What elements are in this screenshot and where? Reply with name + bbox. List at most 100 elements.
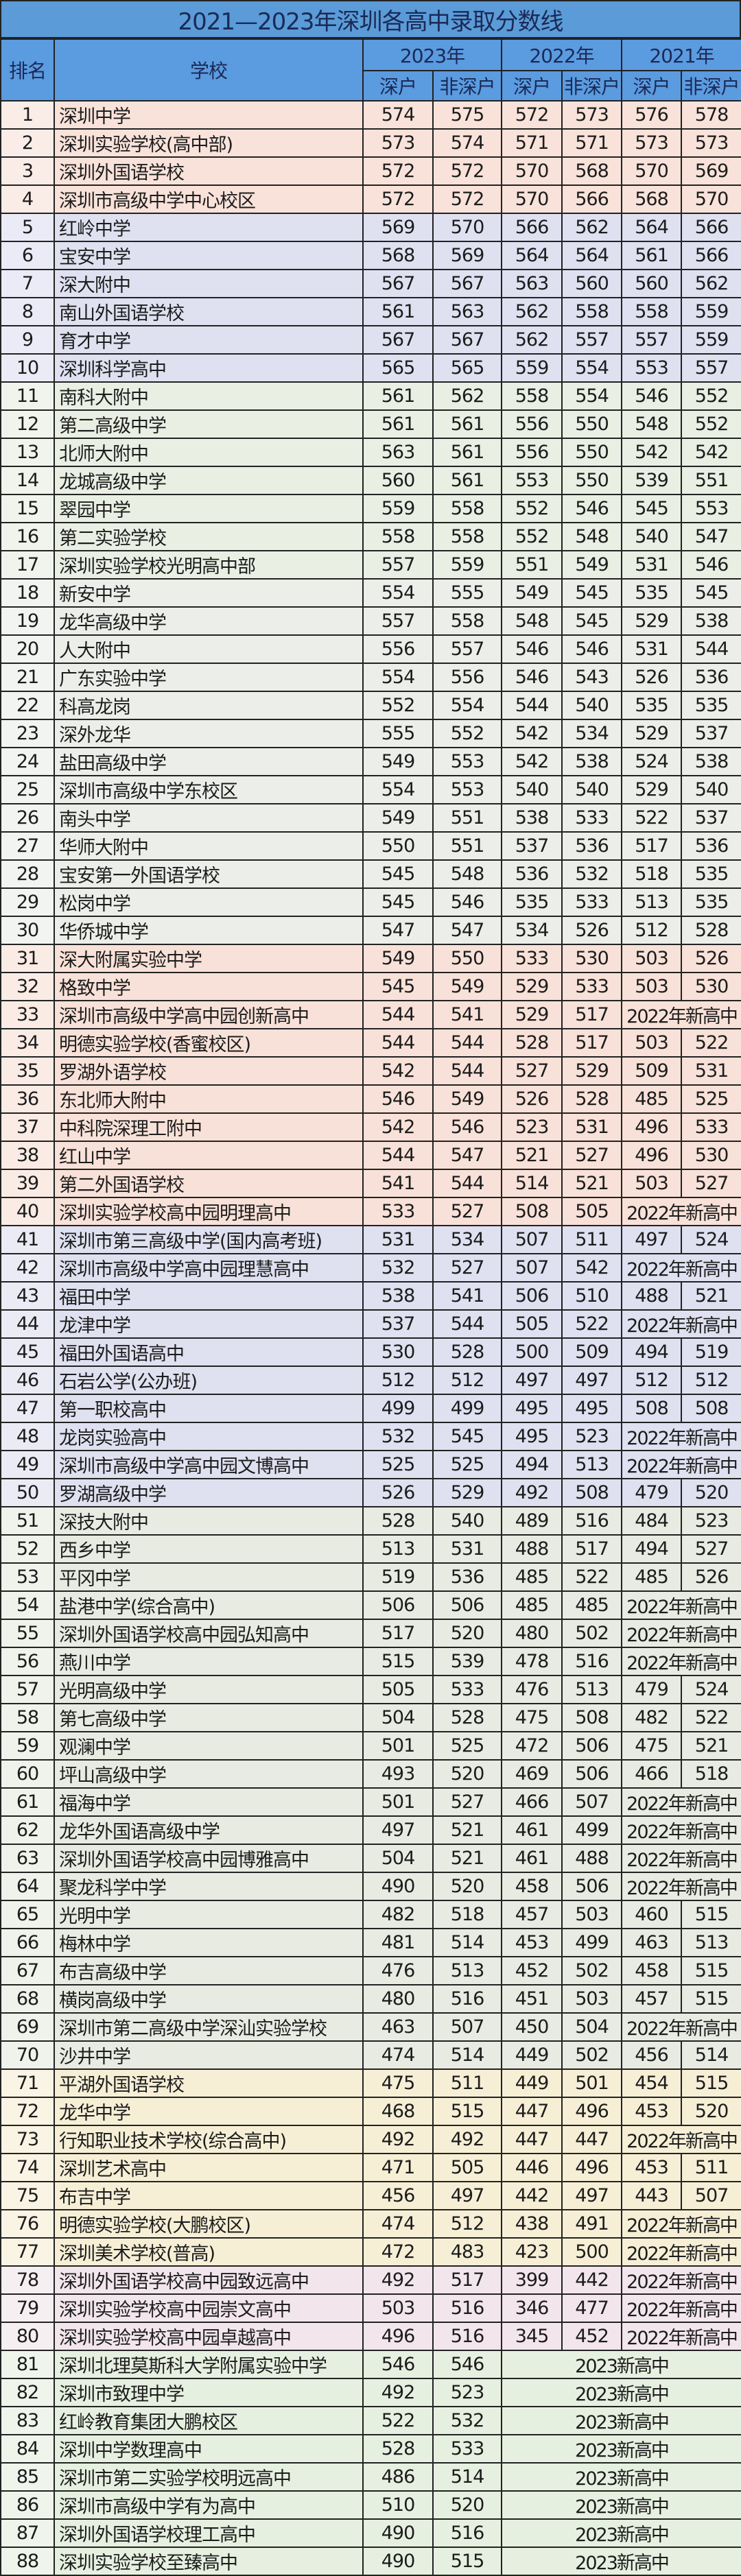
score-2021-nonlocal: 530 (681, 1141, 741, 1170)
table-row: 36 东北师大附中 546 549 526 528 485 525 (0, 1084, 741, 1114)
school-cell: 深圳美术学校(普高) (54, 2237, 364, 2267)
score-2022-nonlocal: 513 (561, 1450, 623, 1479)
table-row: 86 深圳市高级中学有为高中 510 520 2023新高中 (0, 2490, 741, 2520)
score-2021-local: 443 (621, 2181, 683, 2210)
rank-cell: 45 (0, 1337, 55, 1367)
score-2022-local: 570 (501, 184, 563, 214)
score-2022-local: 438 (501, 2209, 563, 2239)
score-2023-local: 490 (362, 1872, 434, 1901)
table-row: 50 罗湖高级中学 526 529 492 508 479 520 (0, 1478, 741, 1507)
rank-cell: 76 (0, 2209, 55, 2239)
score-2023-nonlocal: 572 (432, 184, 503, 214)
rank-cell: 14 (0, 466, 55, 495)
table-row: 5 红岭中学 569 570 566 562 564 566 (0, 213, 741, 242)
score-2021-local: 496 (621, 1141, 683, 1170)
table-row: 64 聚龙科学中学 490 520 458 506 2022年新高中 (0, 1872, 741, 1901)
rank-cell: 67 (0, 1956, 55, 1985)
score-2023-local: 549 (362, 944, 434, 973)
score-2022-nonlocal: 488 (561, 1844, 623, 1873)
school-cell: 红岭中学 (54, 213, 364, 242)
score-2022-local: 563 (501, 269, 563, 298)
table-row: 14 龙城高级中学 560 561 553 550 539 551 (0, 466, 741, 495)
table-row: 71 平湖外国语学校 475 511 449 501 454 515 (0, 2068, 741, 2098)
table-row: 87 深圳外国语学校理工高中 490 516 2023新高中 (0, 2518, 741, 2548)
school-cell: 深圳中学 (54, 100, 364, 130)
score-2022-nonlocal: 522 (561, 1562, 623, 1592)
table-row: 83 红岭教育集团大鹏校区 522 532 2023新高中 (0, 2406, 741, 2435)
score-2023-local: 538 (362, 1281, 434, 1311)
table-row: 47 第一职校高中 499 499 495 495 508 508 (0, 1394, 741, 1423)
score-2023-nonlocal: 552 (432, 719, 503, 748)
score-2023-nonlocal: 546 (432, 1112, 503, 1142)
score-2022-local: 526 (501, 1084, 563, 1114)
score-2021-nonlocal: 545 (681, 578, 741, 608)
score-2023-local: 567 (362, 269, 434, 298)
new-school-2022-note: 2022年新高中 (621, 2125, 741, 2154)
rank-cell: 57 (0, 1675, 55, 1704)
table-row: 79 深圳实验学校高中园崇文高中 503 516 346 477 2022年新高中 (0, 2293, 741, 2323)
new-school-2023-note: 2023新高中 (501, 2490, 741, 2520)
score-2022-local: 546 (501, 634, 563, 664)
score-2023-local: 481 (362, 1928, 434, 1957)
score-2021-nonlocal: 523 (681, 1506, 741, 1536)
school-cell: 罗湖高级中学 (54, 1478, 364, 1507)
score-2022-nonlocal: 533 (561, 972, 623, 1001)
score-2023-nonlocal: 520 (432, 1619, 503, 1648)
school-cell: 宝安中学 (54, 241, 364, 270)
score-2023-nonlocal: 514 (432, 1928, 503, 1957)
score-2022-local: 488 (501, 1534, 563, 1564)
score-2023-local: 482 (362, 1900, 434, 1929)
score-2021-nonlocal: 514 (681, 2040, 741, 2070)
score-2023-nonlocal: 505 (432, 2153, 503, 2182)
score-2023-local: 472 (362, 2237, 434, 2267)
rank-cell: 51 (0, 1506, 55, 1536)
score-2022-local: 457 (501, 1900, 563, 1929)
score-2022-nonlocal: 530 (561, 944, 623, 973)
score-2023-nonlocal: 572 (432, 156, 503, 186)
school-cell: 罗湖外语学校 (54, 1056, 364, 1086)
score-2023-nonlocal: 540 (432, 1506, 503, 1536)
rank-cell: 66 (0, 1928, 55, 1957)
table-row: 51 深技大附中 528 540 489 516 484 523 (0, 1506, 741, 1536)
score-2022-local: 571 (501, 128, 563, 158)
rank-cell: 53 (0, 1562, 55, 1592)
school-cell: 深圳市高级中学中心校区 (54, 184, 364, 214)
school-cell: 聚龙科学中学 (54, 1872, 364, 1901)
score-2023-local: 572 (362, 184, 434, 214)
score-2023-local: 567 (362, 325, 434, 355)
score-2022-nonlocal: 510 (561, 1281, 623, 1311)
table-row: 44 龙津中学 537 544 505 522 2022年新高中 (0, 1309, 741, 1339)
table-row: 23 深外龙华 555 552 542 534 529 537 (0, 719, 741, 748)
school-cell: 深圳市高级中学高中园文博高中 (54, 1450, 364, 1479)
score-2023-nonlocal: 515 (432, 2547, 503, 2576)
table-row: 52 西乡中学 513 531 488 517 494 527 (0, 1534, 741, 1564)
school-cell: 深圳市第二高级中学深汕实验学校 (54, 2012, 364, 2042)
score-2021-local: 482 (621, 1703, 683, 1732)
score-2022-nonlocal: 506 (561, 1872, 623, 1901)
school-cell: 第二外国语学校 (54, 1169, 364, 1198)
rank-cell: 52 (0, 1534, 55, 1564)
score-2023-nonlocal: 531 (432, 1534, 503, 1564)
score-2021-local: 484 (621, 1506, 683, 1536)
score-2023-nonlocal: 569 (432, 241, 503, 270)
school-cell: 第七高级中学 (54, 1703, 364, 1732)
score-2022-nonlocal: 501 (561, 2068, 623, 2098)
score-2021-local: 479 (621, 1478, 683, 1507)
score-2022-local: 345 (501, 2322, 563, 2351)
score-2023-nonlocal: 544 (432, 1056, 503, 1086)
score-2021-nonlocal: 566 (681, 213, 741, 242)
rank-cell: 8 (0, 297, 55, 326)
score-2022-local: 535 (501, 887, 563, 917)
table-row: 77 深圳美术学校(普高) 472 483 423 500 2022年新高中 (0, 2237, 741, 2267)
score-2023-nonlocal: 527 (432, 1253, 503, 1283)
rank-cell: 83 (0, 2406, 55, 2435)
score-2021-local: 526 (621, 663, 683, 692)
table-row: 15 翠园中学 559 558 552 546 545 553 (0, 494, 741, 523)
score-2021-local: 531 (621, 550, 683, 580)
rank-cell: 64 (0, 1872, 55, 1901)
new-school-2022-note: 2022年新高中 (621, 1815, 741, 1845)
rank-cell: 73 (0, 2125, 55, 2154)
score-2021-nonlocal: 537 (681, 803, 741, 833)
score-2022-nonlocal: 508 (561, 1478, 623, 1507)
new-school-2022-note: 2022年新高中 (621, 1197, 741, 1226)
